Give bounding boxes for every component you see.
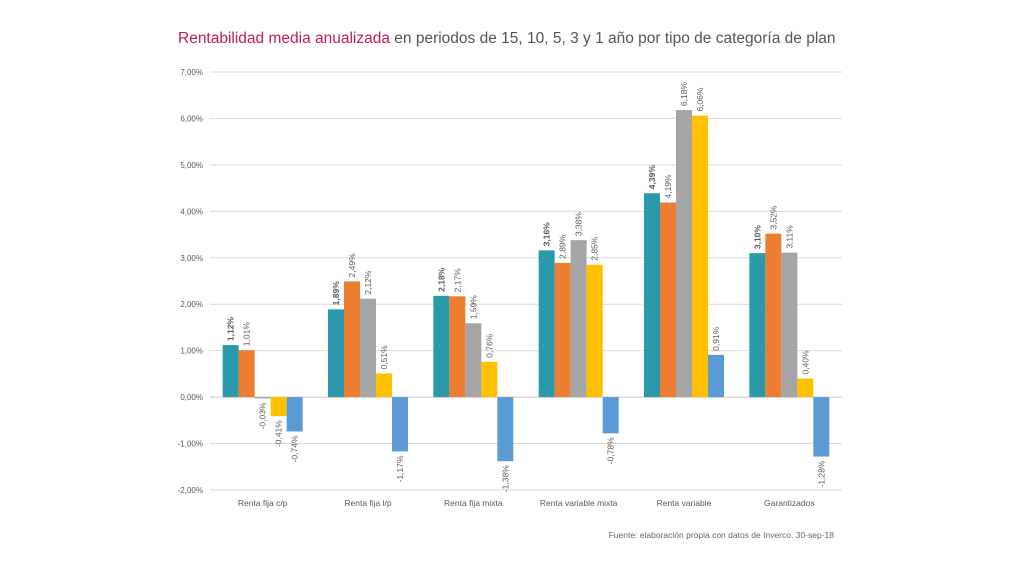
data-label: 0,76%: [484, 333, 494, 358]
bar: [765, 233, 782, 398]
bar: [676, 110, 692, 398]
bar: [497, 397, 514, 462]
chart-title-rest: en periodos de 15, 10, 5, 3 y 1 año por …: [389, 30, 836, 47]
bar: [692, 115, 708, 398]
data-label: -1,17%: [395, 455, 405, 482]
chart-title-highlight: Rentabilidad media anualizada: [178, 30, 390, 47]
data-label: 1,89%: [331, 281, 341, 306]
bar: [344, 281, 360, 398]
data-label: -0,74%: [290, 435, 300, 462]
data-label: 2,85%: [590, 236, 600, 261]
data-label: -0,41%: [274, 420, 284, 447]
data-label: 6,06%: [695, 87, 705, 112]
data-label: -1,38%: [500, 465, 510, 492]
bar: [538, 250, 555, 398]
data-label: 2,18%: [436, 267, 446, 292]
y-tick-label: -1,00%: [178, 440, 203, 449]
bar: [797, 378, 814, 398]
data-label: 2,12%: [363, 270, 373, 295]
bar: [328, 309, 344, 398]
y-tick-label: 7,00%: [180, 68, 203, 77]
data-label: 3,38%: [574, 212, 584, 237]
data-label: 1,59%: [468, 295, 478, 320]
data-label: 2,17%: [452, 268, 462, 293]
data-label: 4,19%: [663, 174, 673, 199]
bar: [238, 350, 255, 398]
bar: [376, 373, 392, 398]
data-label: 3,16%: [542, 222, 552, 247]
x-tick-label: Renta variable: [657, 498, 712, 508]
bar: [222, 345, 239, 398]
x-tick-label: Garantizados: [764, 498, 815, 508]
data-label: 0,91%: [711, 326, 721, 351]
data-label: 2,89%: [558, 234, 568, 259]
bar: [270, 397, 287, 417]
data-label: 0,40%: [800, 350, 810, 375]
data-label: -0,03%: [258, 402, 268, 429]
bar: [813, 397, 830, 457]
bar: [360, 298, 376, 398]
bar: [570, 240, 587, 398]
bar: [708, 354, 724, 398]
y-tick-label: 3,00%: [180, 254, 203, 263]
bar: [481, 361, 498, 398]
bar: [554, 262, 571, 398]
data-label: 1,01%: [242, 322, 252, 347]
data-label: 0,51%: [379, 345, 389, 370]
chart-title: Rentabilidad media anualizada en periodo…: [178, 30, 836, 48]
bar: [660, 202, 676, 398]
y-tick-label: 5,00%: [180, 161, 203, 170]
y-tick-label: 0,00%: [180, 393, 203, 402]
bar: [433, 295, 450, 398]
x-tick-label: Renta fija mixta: [444, 498, 503, 508]
y-tick-label: 4,00%: [180, 207, 203, 216]
data-label: 2,49%: [347, 253, 357, 278]
data-label: 4,39%: [647, 165, 657, 190]
bar: [749, 253, 766, 398]
data-label: 3,10%: [752, 225, 762, 250]
bar: [286, 397, 303, 432]
x-tick-label: Renta variable mixta: [540, 498, 618, 508]
x-tick-label: Renta fija c/p: [238, 498, 288, 508]
y-tick-label: -2,00%: [178, 486, 203, 495]
bar: [586, 264, 603, 398]
y-tick-label: 2,00%: [180, 300, 203, 309]
x-tick-label: Renta fija l/p: [344, 498, 392, 508]
bar: [254, 397, 271, 399]
bar: [392, 397, 408, 452]
y-tick-label: 1,00%: [180, 347, 203, 356]
data-label: 6,18%: [679, 82, 689, 107]
data-label: 1,12%: [226, 317, 236, 342]
data-label: 3,11%: [784, 225, 794, 249]
bar: [602, 397, 619, 434]
source-note: Fuente: elaboración propia con datos de …: [608, 530, 834, 540]
data-label: -0,78%: [606, 437, 616, 464]
y-tick-label: 6,00%: [180, 114, 203, 123]
bar: [781, 252, 798, 398]
bar: [644, 193, 660, 398]
bar: [465, 323, 482, 398]
data-label: 3,52%: [768, 205, 778, 230]
data-label: -1,28%: [816, 460, 826, 487]
bar: [449, 296, 466, 398]
